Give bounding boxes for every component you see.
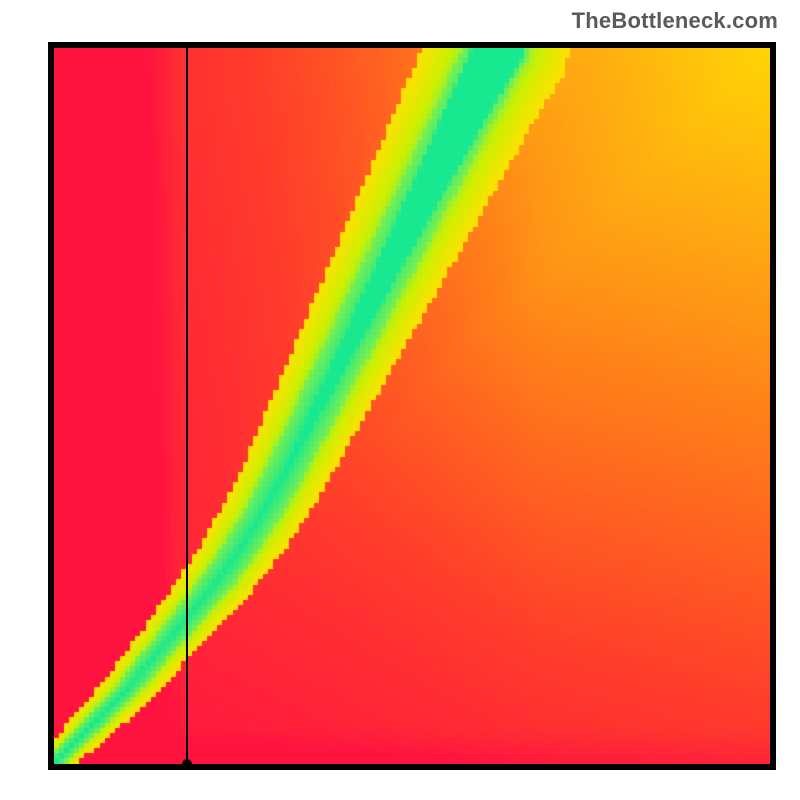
watermark-text: TheBottleneck.com xyxy=(572,8,778,34)
heatmap-plot-frame xyxy=(48,42,776,770)
crosshair-marker-dot xyxy=(182,759,192,769)
heatmap-canvas xyxy=(54,48,770,764)
crosshair-vertical-line xyxy=(186,48,188,764)
